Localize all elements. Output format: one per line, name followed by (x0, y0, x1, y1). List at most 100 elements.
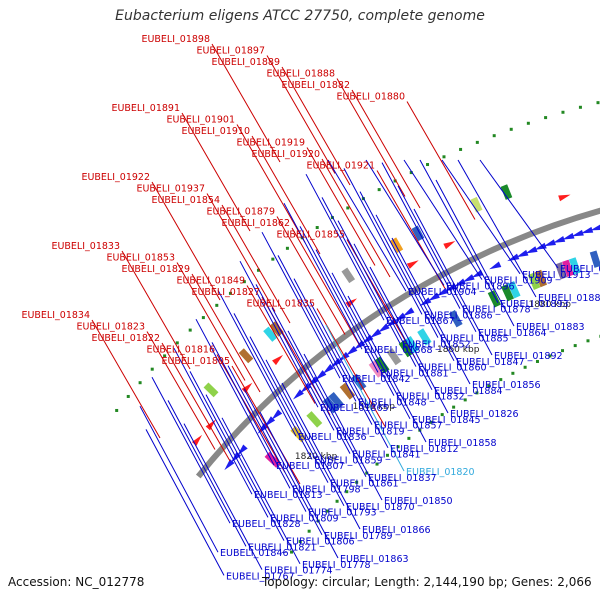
leader-line (239, 260, 319, 408)
reverse-gene-label: EUBELI_01848 (358, 397, 427, 408)
reverse-gene-label: EUBELI_01820 (406, 467, 475, 478)
leader-line (211, 43, 281, 163)
track-dot (242, 280, 246, 284)
track-dot (215, 303, 219, 307)
track-dot (475, 391, 479, 395)
gene-arrow (525, 246, 538, 254)
reverse-gene-label: EUBELI_01852 (402, 339, 471, 350)
feature-block (507, 281, 521, 299)
leader-line (139, 405, 219, 553)
reverse-gene-label: EUBELI_01842 (342, 374, 411, 385)
track-dot (459, 147, 463, 151)
track-dot (228, 291, 232, 295)
track-dot (586, 339, 590, 343)
track-dot (346, 206, 350, 210)
gene-arrow (271, 409, 283, 420)
reverse-gene-label: EUBELI_01845 (412, 415, 481, 426)
track-dot (393, 179, 397, 183)
leader-line (195, 318, 275, 466)
track-dot (175, 341, 179, 345)
track-dot (561, 110, 565, 114)
leader-line (216, 354, 286, 473)
reverse-gene-label: EUBELI_01896 (446, 281, 515, 292)
forward-gene-label: EUBELI_01880 (336, 92, 405, 103)
forward-gene-label: EUBELI_01833 (51, 241, 120, 252)
leader-line (479, 159, 559, 269)
track-dot (385, 453, 389, 457)
reverse-gene-label: EUBELI_01774 (264, 566, 333, 577)
gene-arrow (571, 229, 584, 237)
leader-line (321, 158, 391, 278)
gene-arrow (377, 323, 390, 333)
forward-gene-label: EUBELI_01827 (191, 287, 260, 298)
reverse-gene-label: EUBELI_01878 (462, 305, 531, 316)
track-dot (298, 540, 302, 544)
leader-line (189, 371, 269, 518)
leader-line (406, 101, 476, 220)
track-dot (426, 163, 430, 167)
track-dot (499, 378, 503, 382)
leader-line (365, 159, 445, 286)
track-dot (596, 101, 600, 105)
track-dot (307, 529, 311, 533)
track-dot (126, 394, 130, 398)
leader-line (343, 168, 423, 315)
gene-arrow (406, 260, 419, 269)
leader-line (303, 353, 383, 501)
forward-gene-label: EUBELI_01882 (281, 80, 350, 91)
reverse-gene-label: EUBELI_01813 (254, 490, 323, 501)
gene-arrow (369, 328, 382, 339)
feature-block (534, 269, 548, 288)
leader-line (146, 331, 216, 450)
leader-line (325, 324, 405, 472)
leader-line (243, 388, 323, 536)
forward-gene-label: EUBELI_01919 (236, 138, 305, 149)
reverse-gene-label: EUBELI_01836 (298, 432, 367, 443)
leader-line (167, 400, 247, 547)
forward-gene-label: EUBELI_01922 (81, 172, 150, 183)
reverse-gene-label: EUBELI_01893 (500, 299, 569, 310)
leader-line (299, 226, 379, 373)
forward-gene-label: EUBELI_01862 (221, 218, 290, 229)
reverse-gene-label: EUBELI_01863 (340, 554, 409, 565)
reverse-gene-label: EUBELI_01884 (434, 386, 503, 397)
forward-gene-label: EUBELI_01891 (111, 103, 180, 114)
tick-label: 1820 kbp (295, 452, 338, 462)
forward-gene-label: EUBELI_01937 (136, 184, 205, 195)
reverse-gene-label: EUBELI_01812 (390, 444, 459, 455)
leader-line (375, 214, 455, 362)
leader-line (176, 262, 246, 381)
track-dot (526, 121, 530, 125)
leader-line (287, 330, 367, 478)
track-dot (573, 344, 577, 348)
leader-line (217, 289, 297, 437)
feature-block (263, 326, 278, 342)
leader-line (281, 382, 361, 530)
leader-line (265, 359, 345, 507)
feature-block (589, 250, 600, 268)
forward-gene-label: EUBELI_01920 (251, 149, 320, 160)
gene-arrow (552, 236, 566, 243)
track-dot (271, 257, 275, 261)
reverse-gene-label: EUBELI_01793 (308, 508, 377, 519)
leader-line (145, 429, 225, 576)
feature-block (500, 184, 513, 200)
forward-gene-label: EUBELI_01855 (276, 230, 345, 241)
reverse-gene-label: EUBELI_01860 (418, 363, 487, 374)
reverse-gene-label: EUBELI_01909 (484, 276, 553, 287)
track-dot (188, 328, 192, 332)
feature-block (404, 336, 420, 354)
forward-gene-label: EUBELI_01816 (146, 345, 215, 356)
track-dot (544, 116, 548, 120)
backbone-arc (195, 207, 600, 479)
reverse-gene-label: EUBELI_01858 (428, 438, 497, 449)
reverse-gene-label: EUBELI_01859 (314, 455, 383, 466)
leader-line (283, 202, 363, 350)
leader-line (315, 249, 395, 396)
track-dot (345, 490, 349, 494)
track-dot (548, 354, 552, 358)
track-dot (452, 405, 456, 409)
reverse-gene-label: EUBELI_01861 (330, 479, 399, 490)
reverse-gene-label: EUBELI_01881 (380, 368, 449, 379)
reverse-gene-label: EUBELI_01864 (478, 328, 547, 339)
